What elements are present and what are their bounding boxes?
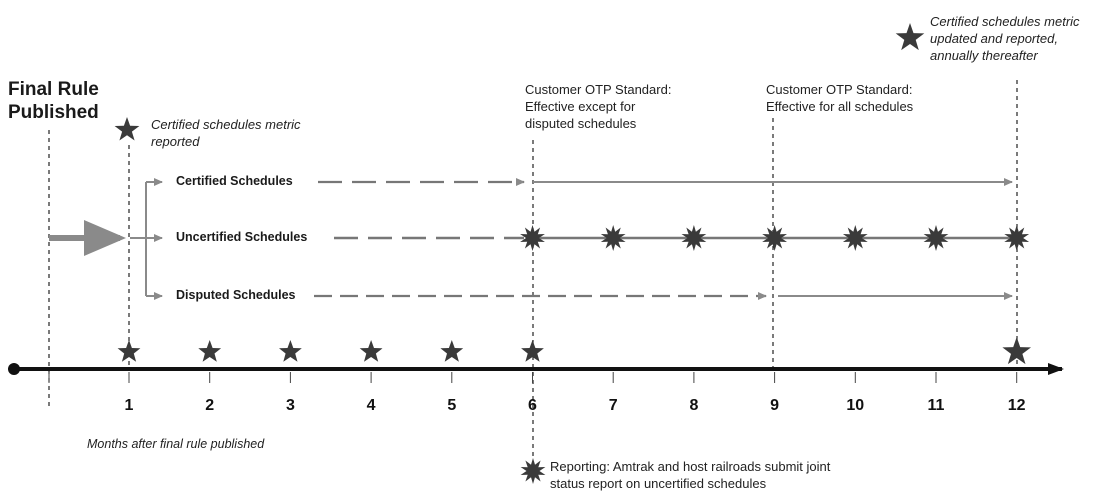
month-tick-label: 10 [846, 397, 865, 414]
note-metric-annual: Certified schedules metric updated and r… [930, 13, 1080, 64]
note-metric-annual-line-3: annually thereafter [930, 48, 1038, 63]
star-icon-metric-annual [895, 23, 925, 51]
track-label-certified: Certified Schedules [176, 174, 293, 188]
burst-icon [842, 225, 868, 251]
note-standard-6-line-2: Effective except for [525, 99, 636, 114]
note-metric-annual-line-1: Certified schedules metric [930, 14, 1080, 29]
note-reporting-line-2: status report on uncertified schedules [550, 476, 767, 491]
note-metric-reported-line-1: Certified schedules metric [151, 117, 301, 132]
note-standard-9-line-1: Customer OTP Standard: [766, 82, 913, 97]
note-reporting: Reporting: Amtrak and host railroads sub… [550, 458, 830, 492]
month-tick-label: 11 [927, 397, 945, 414]
month-tick-label: 8 [689, 397, 699, 414]
month-tick-label: 3 [285, 397, 295, 414]
star-icon [117, 340, 141, 362]
burst-icon [520, 225, 545, 251]
final-rule-title-line-1: Final Rule [8, 79, 99, 100]
month-tick-label: 6 [528, 397, 537, 414]
month-tick-label: 1 [124, 397, 134, 414]
x-axis-caption: Months after final rule published [87, 437, 265, 451]
month-tick-label: 2 [205, 397, 215, 414]
star-icon [1002, 337, 1031, 365]
note-metric-reported: Certified schedules metric reported [151, 116, 301, 150]
month-tick-label: 9 [770, 397, 780, 414]
note-reporting-line-1: Reporting: Amtrak and host railroads sub… [550, 459, 831, 474]
star-icon [198, 340, 222, 362]
vertical-guides [48, 80, 1018, 460]
star-icon [440, 340, 464, 362]
final-rule-title-line-2: Published [8, 102, 99, 123]
note-standard-6-line-3: disputed schedules [525, 116, 637, 131]
star-icon [521, 340, 544, 362]
final-rule-title: Final Rule Published [8, 78, 99, 124]
burst-icon [600, 225, 626, 251]
note-standard-9-line-2: Effective for all schedules [766, 99, 914, 114]
note-metric-reported-line-2: reported [151, 134, 200, 149]
note-standard-month-9: Customer OTP Standard: Effective for all… [766, 81, 913, 115]
burst-icon [762, 225, 787, 251]
star-icon [279, 340, 302, 362]
star-icon [359, 340, 383, 362]
track-label-uncertified: Uncertified Schedules [176, 230, 308, 244]
burst-icon [681, 225, 707, 251]
burst-icon [923, 225, 949, 251]
note-standard-6-line-1: Customer OTP Standard: [525, 82, 672, 97]
note-metric-annual-line-2: updated and reported, [930, 31, 1058, 46]
star-icon-metric-reported [114, 117, 140, 141]
track-label-disputed: Disputed Schedules [176, 288, 296, 302]
month-tick-label: 12 [1007, 397, 1026, 414]
burst-icon-reporting [520, 458, 546, 484]
axis-metric-stars [117, 337, 1031, 365]
note-standard-month-6: Customer OTP Standard: Effective except … [525, 81, 671, 132]
axis-minor-ticks [48, 372, 1018, 383]
month-tick-label: 7 [608, 397, 618, 414]
track-branch-connector [130, 178, 163, 300]
month-tick-label: 5 [447, 397, 457, 414]
month-tick-label: 4 [366, 397, 376, 414]
uncertified-report-bursts [520, 225, 1030, 251]
burst-icon [1004, 225, 1030, 251]
